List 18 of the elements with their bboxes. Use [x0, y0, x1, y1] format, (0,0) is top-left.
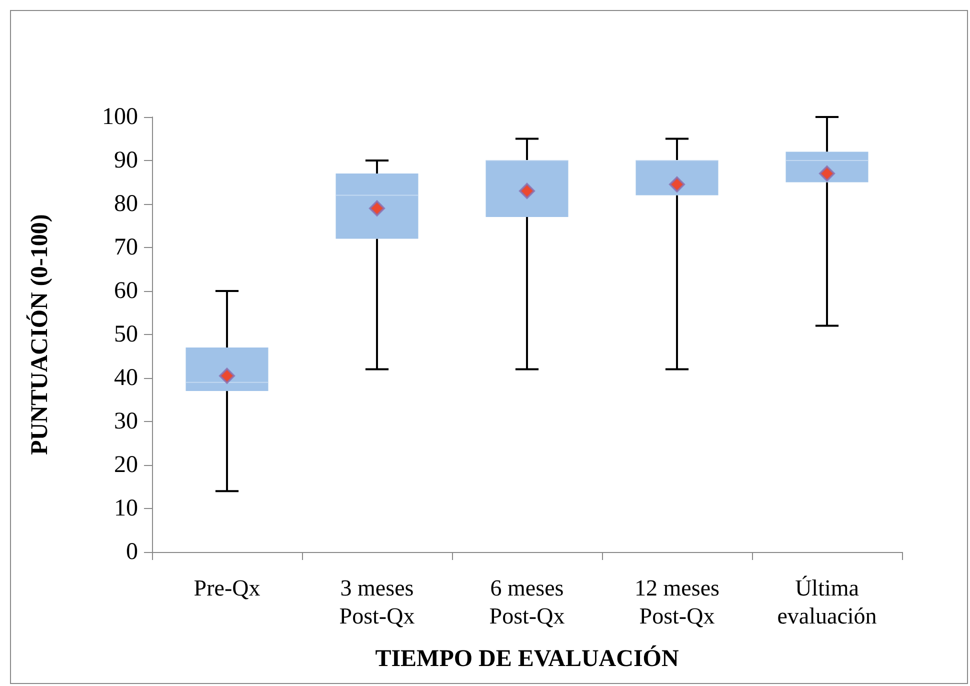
y-tick-label: 30 [114, 408, 138, 434]
x-tick-label: 12 meses Post-Qx [634, 576, 720, 628]
y-tick-label: 60 [114, 278, 138, 304]
y-tick-label: 50 [114, 322, 138, 348]
y-tick-label: 90 [114, 148, 138, 174]
y-tick-label: 20 [114, 452, 138, 478]
x-tick-label: Última evaluación [777, 576, 878, 628]
x-tick-label: 6 meses Post-Qx [489, 576, 566, 628]
y-axis-title: PUNTUACIÓN (0-100) [26, 214, 53, 455]
y-tick-label: 80 [114, 191, 138, 217]
y-tick-label: 40 [114, 365, 138, 391]
y-tick-label: 0 [126, 539, 138, 565]
x-tick-label: Pre-Qx [194, 576, 261, 600]
y-tick-label: 100 [102, 104, 138, 130]
x-axis-title: TIEMPO DE EVALUACIÓN [375, 645, 680, 672]
x-tick-label: 3 meses Post-Qx [339, 576, 416, 628]
y-tick-label: 10 [114, 496, 138, 522]
y-tick-label: 70 [114, 234, 138, 260]
